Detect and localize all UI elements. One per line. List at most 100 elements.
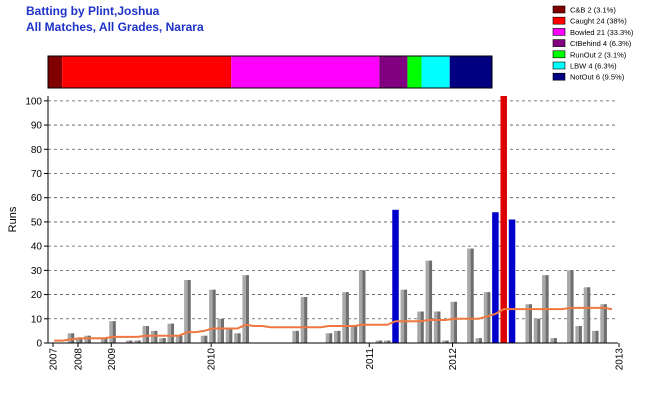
innings-bar-shade [487,292,491,343]
innings-bar-shade [171,323,175,343]
x-tick-label: 2008 [73,348,84,371]
legend-entry: NotOut 6 (9.5%) [570,73,625,82]
innings-bar [508,219,516,343]
innings-bar [567,270,574,343]
innings-bar-shade [587,287,591,343]
innings-bar-shade [179,335,183,343]
legend-swatch [552,5,566,14]
innings-bar [75,338,83,343]
innings-bar-shade [379,340,383,343]
innings-bar [234,333,241,343]
innings-bar [209,289,216,343]
innings-bar [442,340,449,343]
innings-bar-shade [154,330,158,343]
innings-bar [292,330,299,343]
innings-bar-shade [437,311,441,343]
innings-bar [483,292,491,343]
dismissal-segment-bowled [231,56,380,88]
legend-swatch [552,28,566,36]
y-tick-label: 20 [31,290,43,301]
x-tick-label: 2013 [615,348,626,371]
innings-bar-shade [595,330,599,343]
innings-bar-shade [529,304,532,343]
innings-bar-shade [387,340,391,343]
y-axis-label: Runs [7,206,19,232]
innings-bar-shade [429,260,433,343]
innings-bar-shade [603,304,607,343]
chart-subtitle: All Matches, All Grades, Narara [26,20,204,34]
innings-bar-shade [246,275,249,343]
innings-bar-shade [553,338,557,343]
innings-bar-shade [204,335,208,343]
innings-bar [125,340,133,343]
innings-bar [142,326,150,343]
dismissal-segment-ctbehind [379,56,408,88]
innings-bar-shade [237,333,241,343]
innings-bar-shade [295,330,299,343]
dismissal-segment-caught [62,56,232,88]
dismissal-segment-cb [48,56,63,88]
innings-bar [450,301,458,343]
x-tick-label: 2009 [107,348,118,371]
innings-bar [300,296,308,343]
innings-bar [600,304,607,343]
innings-bar-shade [137,340,141,343]
y-tick-label: 40 [31,242,43,253]
innings-bar-shade [112,321,116,343]
innings-bar [175,335,183,343]
innings-bar [425,260,433,343]
legend-swatch [552,16,566,25]
innings-bar-shade [445,340,449,343]
legend-swatch [552,39,566,47]
legend-entry: RunOut 2 (3.1%) [570,50,627,59]
dismissal-segment-lbw [421,56,450,88]
innings-bar [134,340,141,343]
innings-bar-shade [162,338,166,343]
innings-bar-shade [229,328,233,343]
x-tick-label: 2011 [365,348,376,370]
innings-bar [492,212,499,343]
y-tick-label: 80 [31,145,43,156]
innings-bar [500,96,507,343]
y-tick-label: 90 [31,121,43,132]
innings-bar [467,248,474,343]
innings-bar-shade [345,292,349,343]
innings-bar-shade [87,335,91,343]
innings-bar-shade [454,301,458,343]
innings-bar [242,275,249,343]
innings-bar-shade [329,333,333,343]
innings-bar-shade [578,326,582,343]
legend-swatch [552,61,566,70]
innings-bar [358,270,366,343]
innings-bar-shade [304,296,308,343]
innings-bar [392,209,399,343]
innings-bar [225,328,233,343]
innings-bar [334,330,341,343]
legend-entry: CtBehind 4 (6.3%) [570,39,632,48]
y-tick-label: 10 [31,314,43,325]
innings-bar-shade [79,338,83,343]
innings-bar [475,338,482,343]
innings-bar [525,304,532,343]
innings-bar [417,311,424,343]
chart-title: Batting by Plint,Joshua [26,4,160,18]
innings-bar [150,330,158,343]
legend-entry: LBW 4 (6.3%) [570,62,617,71]
innings-bar-shade [221,318,224,343]
average-line [54,306,613,342]
legend-swatch [552,50,566,59]
innings-bar [533,318,541,343]
innings-bar [109,321,116,343]
legend-entry: Caught 24 (38%) [570,17,627,26]
innings-bar [67,333,75,343]
innings-bar [167,323,175,343]
x-tick-label: 2010 [207,348,218,371]
innings-bar [575,326,582,343]
y-tick-label: 60 [31,193,43,204]
x-tick-label: 2012 [448,348,459,371]
innings-bar-shade [537,318,541,343]
innings-bar [200,335,208,343]
y-tick-label: 50 [31,217,43,228]
